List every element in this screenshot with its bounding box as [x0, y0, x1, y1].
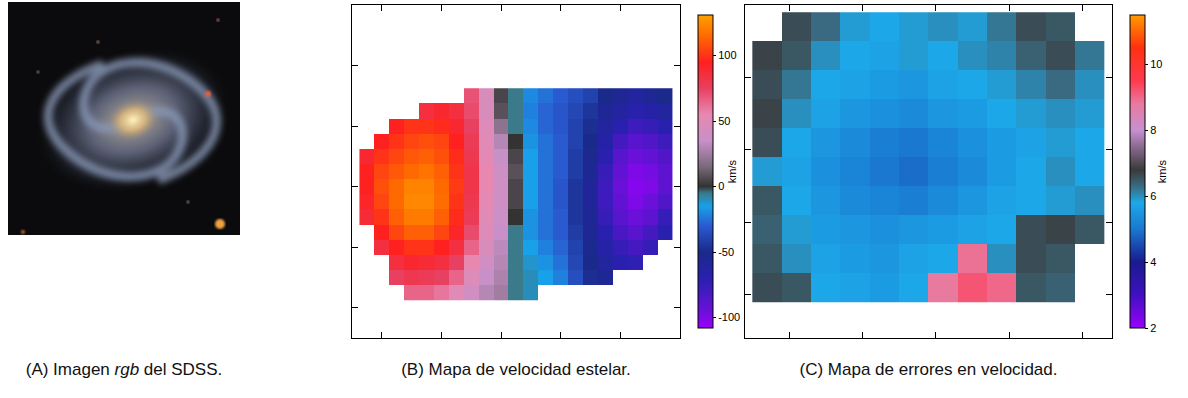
svg-text:8: 8	[1150, 124, 1156, 136]
html-text:(A) Imagen rgb del SDSS.: (A) Imagen rgb del SDSS.	[25, 360, 223, 379]
svg-text:-100: -100	[718, 311, 740, 323]
svg-text:100: 100	[718, 49, 736, 61]
svg-text:4: 4	[1150, 256, 1156, 268]
svg-text:km/s: km/s	[726, 159, 738, 183]
svg-text:10: 10	[1150, 58, 1162, 70]
svg-text:0: 0	[718, 180, 724, 192]
html-text:(C) Mapa de errores en velocid: (C) Mapa de errores en velocidad.	[799, 360, 1058, 379]
svg-text:6: 6	[1150, 190, 1156, 202]
svg-text:2: 2	[1150, 322, 1156, 334]
svg-text:-50: -50	[718, 246, 734, 258]
html-text:(B) Mapa de velocidad estelar.: (B) Mapa de velocidad estelar.	[401, 360, 631, 379]
svg-text:km/s: km/s	[1156, 159, 1168, 183]
svg-text:50: 50	[718, 115, 730, 127]
